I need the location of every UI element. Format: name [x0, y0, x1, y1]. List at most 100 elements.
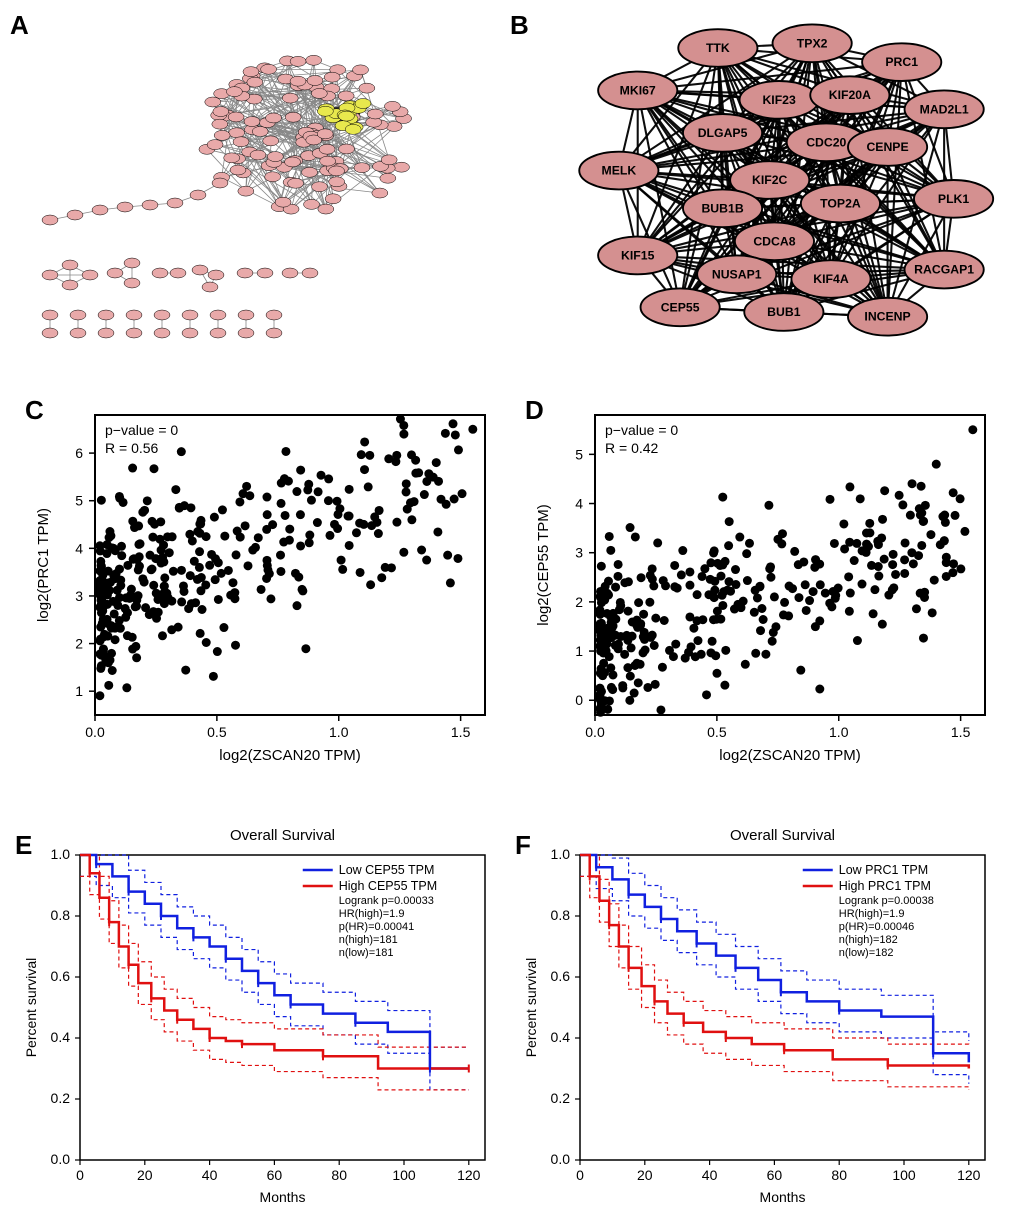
panel-label-b: B — [510, 10, 529, 41]
svg-text:20: 20 — [637, 1167, 653, 1183]
svg-text:80: 80 — [831, 1167, 847, 1183]
svg-text:TOP2A: TOP2A — [820, 197, 861, 211]
svg-text:0: 0 — [576, 1167, 584, 1183]
svg-text:CEP55: CEP55 — [661, 300, 700, 314]
svg-text:0.8: 0.8 — [51, 907, 71, 923]
svg-text:5: 5 — [575, 446, 583, 462]
svg-text:0.0: 0.0 — [51, 1151, 71, 1167]
svg-text:TPX2: TPX2 — [797, 36, 828, 50]
svg-text:40: 40 — [202, 1167, 218, 1183]
svg-text:log2(PRC1 TPM): log2(PRC1 TPM) — [35, 508, 52, 622]
svg-text:n(high)=181: n(high)=181 — [339, 934, 398, 946]
svg-text:R = 0.56: R = 0.56 — [105, 440, 159, 456]
svg-text:100: 100 — [892, 1167, 916, 1183]
svg-text:MKI67: MKI67 — [620, 83, 656, 97]
svg-text:Months: Months — [760, 1189, 806, 1205]
svg-text:2: 2 — [575, 594, 583, 610]
scatter-prc1-panel: 0.0 0.5 1.0 1.5 1 2 3 4 5 6 log2(ZSCAN20 TPM) log2(… — [30, 390, 500, 770]
svg-text:120: 120 — [457, 1167, 481, 1183]
svg-text:1.5: 1.5 — [951, 724, 971, 740]
svg-text:p−value = 0: p−value = 0 — [605, 422, 678, 438]
svg-text:1: 1 — [75, 683, 83, 699]
svg-text:DLGAP5: DLGAP5 — [698, 126, 748, 140]
svg-text:KIF4A: KIF4A — [813, 272, 849, 286]
svg-text:KIF23: KIF23 — [762, 93, 796, 107]
svg-text:0.5: 0.5 — [207, 724, 227, 740]
svg-text:0.8: 0.8 — [551, 907, 571, 923]
svg-text:1: 1 — [575, 643, 583, 659]
svg-text:3: 3 — [75, 588, 83, 604]
svg-text:1.0: 1.0 — [329, 724, 349, 740]
svg-text:Overall Survival: Overall Survival — [730, 827, 835, 844]
svg-text:KIF20A: KIF20A — [829, 88, 871, 102]
svg-text:NUSAP1: NUSAP1 — [712, 267, 762, 281]
svg-text:6: 6 — [75, 445, 83, 461]
svg-text:PLK1: PLK1 — [938, 192, 970, 206]
svg-text:p−value = 0: p−value = 0 — [105, 422, 178, 438]
svg-text:60: 60 — [267, 1167, 283, 1183]
svg-text:Low PRC1 TPM: Low PRC1 TPM — [839, 863, 928, 877]
svg-text:80: 80 — [331, 1167, 347, 1183]
svg-text:0.6: 0.6 — [51, 968, 71, 984]
svg-text:0.5: 0.5 — [707, 724, 727, 740]
svg-text:MAD2L1: MAD2L1 — [920, 102, 969, 116]
svg-text:0.0: 0.0 — [551, 1151, 571, 1167]
svg-text:RACGAP1: RACGAP1 — [914, 263, 974, 277]
svg-text:0.0: 0.0 — [85, 724, 105, 740]
svg-text:5: 5 — [75, 493, 83, 509]
svg-text:0: 0 — [575, 692, 583, 708]
svg-text:BUB1B: BUB1B — [701, 201, 743, 215]
svg-text:TTK: TTK — [706, 41, 730, 55]
svg-text:Percent survival: Percent survival — [23, 958, 39, 1058]
svg-text:120: 120 — [957, 1167, 981, 1183]
svg-text:R = 0.42: R = 0.42 — [605, 440, 659, 456]
svg-text:Logrank p=0.00038: Logrank p=0.00038 — [839, 895, 934, 907]
hub-module-panel: TTKTPX2PRC1MKI67KIF23KIF20AMAD2L1DLGAP5C… — [530, 15, 1000, 345]
svg-text:1.0: 1.0 — [829, 724, 849, 740]
svg-text:0.4: 0.4 — [51, 1029, 71, 1045]
svg-text:60: 60 — [767, 1167, 783, 1183]
svg-text:20: 20 — [137, 1167, 153, 1183]
svg-text:1.5: 1.5 — [451, 724, 471, 740]
svg-text:p(HR)=0.00041: p(HR)=0.00041 — [339, 921, 415, 933]
svg-text:KIF15: KIF15 — [621, 248, 655, 262]
svg-text:0: 0 — [76, 1167, 84, 1183]
svg-text:Overall Survival: Overall Survival — [230, 827, 335, 844]
svg-text:0.0: 0.0 — [585, 724, 605, 740]
survival-prc1-panel: Overall Survival 0 20 40 60 80 100 120 0.0 0.2 0.4… — [520, 820, 1000, 1210]
svg-text:n(low)=182: n(low)=182 — [839, 947, 894, 959]
svg-text:HR(high)=1.9: HR(high)=1.9 — [339, 908, 405, 920]
svg-text:CDC20: CDC20 — [806, 135, 846, 149]
survival-cep55-panel: Overall Survival 0 20 40 60 80 100 120 0.0 0.2 0.4… — [20, 820, 500, 1210]
svg-text:2: 2 — [75, 636, 83, 652]
svg-text:0.2: 0.2 — [51, 1090, 71, 1106]
svg-text:KIF2C: KIF2C — [752, 173, 788, 187]
svg-text:100: 100 — [392, 1167, 416, 1183]
svg-text:1.0: 1.0 — [51, 846, 71, 862]
svg-text:Logrank p=0.00033: Logrank p=0.00033 — [339, 895, 434, 907]
svg-text:0.6: 0.6 — [551, 968, 571, 984]
svg-text:0.2: 0.2 — [551, 1090, 571, 1106]
svg-text:p(HR)=0.00046: p(HR)=0.00046 — [839, 921, 915, 933]
svg-text:4: 4 — [75, 540, 83, 556]
svg-text:log2(CEP55 TPM): log2(CEP55 TPM) — [535, 504, 552, 625]
svg-text:High CEP55 TPM: High CEP55 TPM — [339, 879, 437, 893]
svg-text:Percent survival: Percent survival — [523, 958, 539, 1058]
svg-text:log2(ZSCAN20 TPM): log2(ZSCAN20 TPM) — [219, 747, 360, 764]
svg-text:n(low)=181: n(low)=181 — [339, 947, 394, 959]
svg-text:High PRC1 TPM: High PRC1 TPM — [839, 879, 931, 893]
svg-text:CDCA8: CDCA8 — [753, 234, 795, 248]
svg-text:MELK: MELK — [601, 164, 636, 178]
svg-text:0.4: 0.4 — [551, 1029, 571, 1045]
svg-text:40: 40 — [702, 1167, 718, 1183]
svg-text:Low CEP55 TPM: Low CEP55 TPM — [339, 863, 435, 877]
scatter-cep55-panel: 0.00.51.01.5012345log2(ZSCAN20 TPM)log2(… — [530, 390, 1000, 770]
svg-text:1.0: 1.0 — [551, 846, 571, 862]
svg-text:INCENP: INCENP — [864, 310, 910, 324]
svg-text:n(high)=182: n(high)=182 — [839, 934, 898, 946]
svg-text:log2(ZSCAN20 TPM): log2(ZSCAN20 TPM) — [719, 747, 860, 764]
svg-text:CENPE: CENPE — [866, 140, 908, 154]
svg-text:HR(high)=1.9: HR(high)=1.9 — [839, 908, 905, 920]
svg-text:BUB1: BUB1 — [767, 305, 801, 319]
svg-text:Months: Months — [260, 1189, 306, 1205]
